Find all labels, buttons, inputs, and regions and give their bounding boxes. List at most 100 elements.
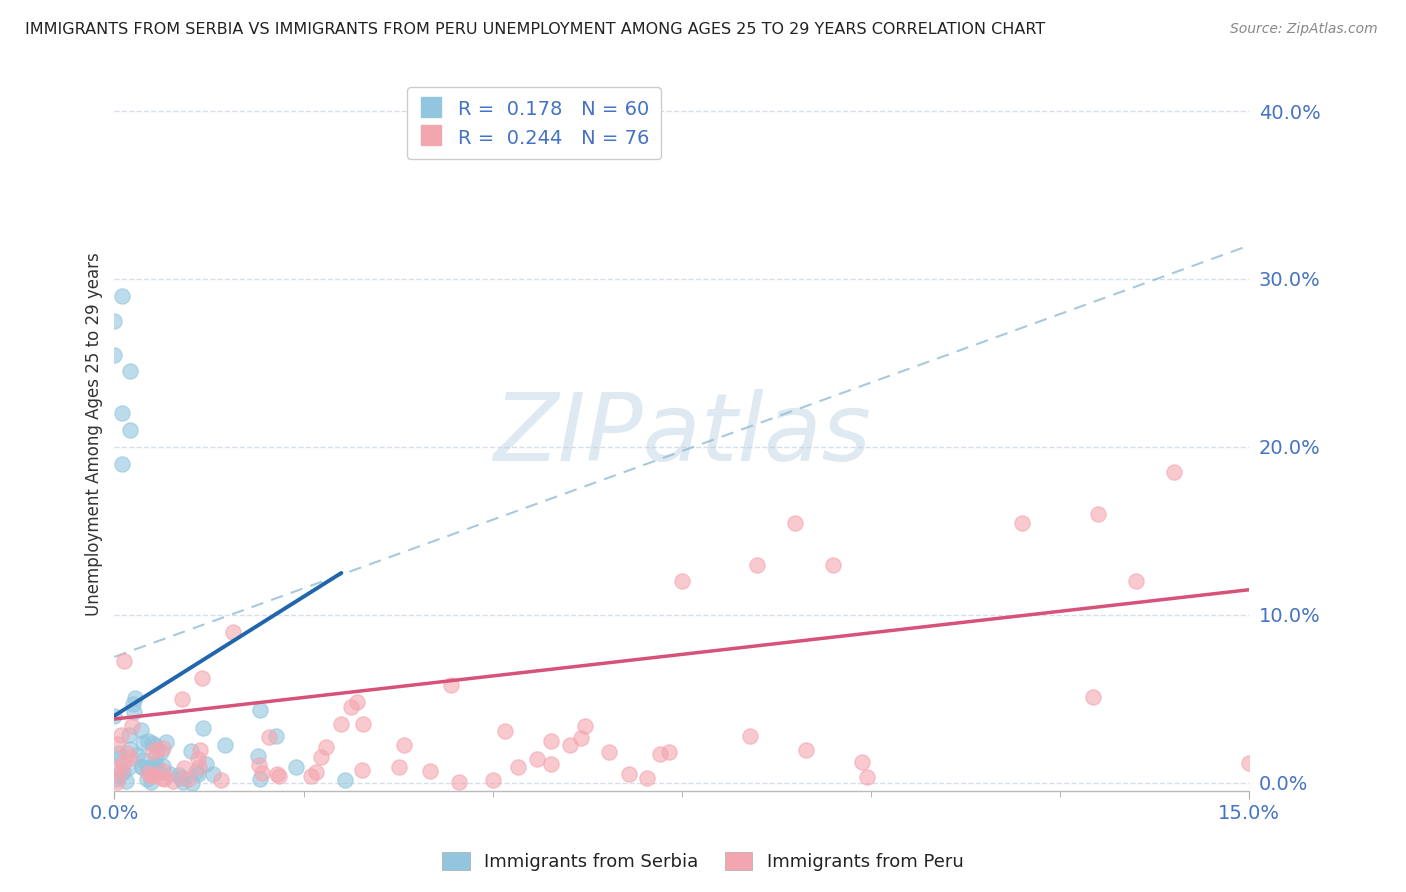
Point [188,760,211,774]
Point [112,765,135,780]
Point [250,766,273,780]
Point [124,691,146,706]
Point [141,736,163,750]
Point [103,708,125,723]
Point [201,766,224,780]
Legend: R =  0.178   N = 60, R =  0.244   N = 76: R = 0.178 N = 60, R = 0.244 N = 76 [408,87,661,160]
Point [794,742,817,756]
Point [191,721,214,735]
Point [142,757,165,772]
Point [148,766,170,780]
Point [105,737,128,751]
Point [222,625,245,640]
Point [195,757,218,772]
Point [392,739,415,753]
Point [173,761,195,775]
Point [170,691,193,706]
Point [176,772,198,787]
Point [352,763,374,777]
Point [249,772,271,787]
Point [111,457,134,471]
Text: ZIPatlas: ZIPatlas [494,389,870,480]
Point [738,729,761,743]
Point [1011,516,1033,530]
Point [136,762,159,776]
Point [108,746,131,760]
Point [150,745,173,759]
Point [138,763,160,777]
Point [138,765,160,780]
Point [142,763,165,777]
Point [159,766,181,780]
Point [107,769,129,783]
Point [569,731,592,745]
Point [142,746,165,760]
Point [309,750,332,764]
Point [299,769,322,783]
Point [246,748,269,763]
Point [146,742,169,756]
Point [269,769,291,783]
Point [190,742,212,756]
Point [494,724,516,739]
Point [440,678,463,692]
Point [170,772,193,786]
Point [658,746,681,760]
Point [152,764,174,779]
Point [180,744,202,758]
Point [187,752,209,766]
Point [110,728,132,742]
Point [186,764,208,779]
Point [785,516,807,530]
Point [152,772,174,786]
Point [181,776,204,790]
Point [105,761,128,775]
Point [284,760,307,774]
Point [747,558,769,572]
Point [143,739,166,753]
Point [110,764,132,779]
Point [209,772,232,787]
Point [131,759,153,773]
Point [103,348,125,362]
Point [526,752,548,766]
Point [823,558,845,572]
Legend: Immigrants from Serbia, Immigrants from Peru: Immigrants from Serbia, Immigrants from … [436,845,970,879]
Point [117,761,139,775]
Point [266,730,288,744]
Point [247,757,270,772]
Point [419,764,441,778]
Point [152,759,174,773]
Point [131,736,153,750]
Point [112,654,135,668]
Point [671,574,693,589]
Point [315,739,337,754]
Point [482,773,505,788]
Point [1125,574,1147,589]
Point [152,740,174,755]
Point [155,735,177,749]
Point [115,774,138,789]
Point [329,716,352,731]
Point [560,739,582,753]
Point [167,768,190,782]
Point [104,772,127,787]
Point [856,770,879,784]
Y-axis label: Unemployment Among Ages 25 to 29 years: Unemployment Among Ages 25 to 29 years [86,252,103,616]
Point [105,774,128,789]
Point [129,723,152,738]
Point [540,757,562,772]
Point [118,364,141,378]
Point [305,764,328,779]
Point [648,747,671,761]
Point [120,741,142,756]
Point [132,753,155,767]
Point [139,760,162,774]
Point [172,774,194,789]
Point [131,760,153,774]
Point [115,746,138,760]
Point [141,768,163,782]
Point [346,695,368,709]
Point [121,718,143,732]
Point [112,756,135,770]
